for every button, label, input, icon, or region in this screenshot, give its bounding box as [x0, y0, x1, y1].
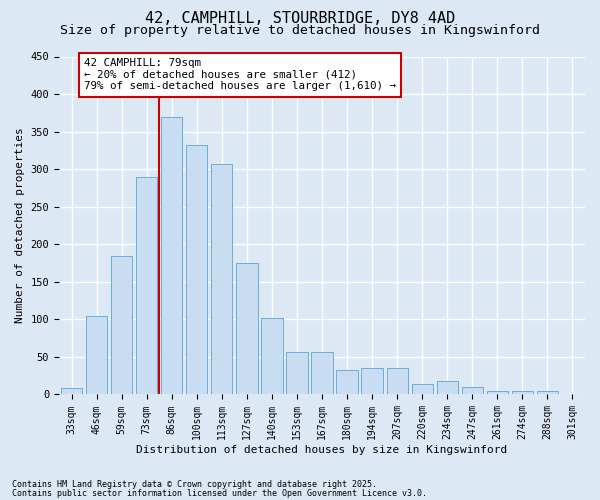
Bar: [537, 392, 558, 394]
Bar: [337, 370, 358, 394]
Bar: [412, 384, 433, 394]
Bar: [186, 145, 208, 394]
Bar: [136, 176, 157, 394]
Bar: [211, 164, 232, 394]
Bar: [286, 352, 308, 395]
Bar: [487, 390, 508, 394]
Bar: [361, 368, 383, 394]
Bar: [86, 316, 107, 394]
Y-axis label: Number of detached properties: Number of detached properties: [15, 128, 25, 324]
Text: Contains public sector information licensed under the Open Government Licence v3: Contains public sector information licen…: [12, 488, 427, 498]
Text: Size of property relative to detached houses in Kingswinford: Size of property relative to detached ho…: [60, 24, 540, 37]
Bar: [111, 256, 132, 394]
Text: Contains HM Land Registry data © Crown copyright and database right 2025.: Contains HM Land Registry data © Crown c…: [12, 480, 377, 489]
Bar: [311, 352, 332, 395]
Text: 42, CAMPHILL, STOURBRIDGE, DY8 4AD: 42, CAMPHILL, STOURBRIDGE, DY8 4AD: [145, 11, 455, 26]
Bar: [261, 318, 283, 394]
Bar: [461, 387, 483, 394]
Bar: [437, 381, 458, 394]
Bar: [61, 388, 82, 394]
Bar: [236, 263, 257, 394]
Text: 42 CAMPHILL: 79sqm
← 20% of detached houses are smaller (412)
79% of semi-detach: 42 CAMPHILL: 79sqm ← 20% of detached hou…: [84, 58, 396, 91]
X-axis label: Distribution of detached houses by size in Kingswinford: Distribution of detached houses by size …: [136, 445, 508, 455]
Bar: [512, 392, 533, 394]
Bar: [161, 116, 182, 394]
Bar: [386, 368, 408, 394]
